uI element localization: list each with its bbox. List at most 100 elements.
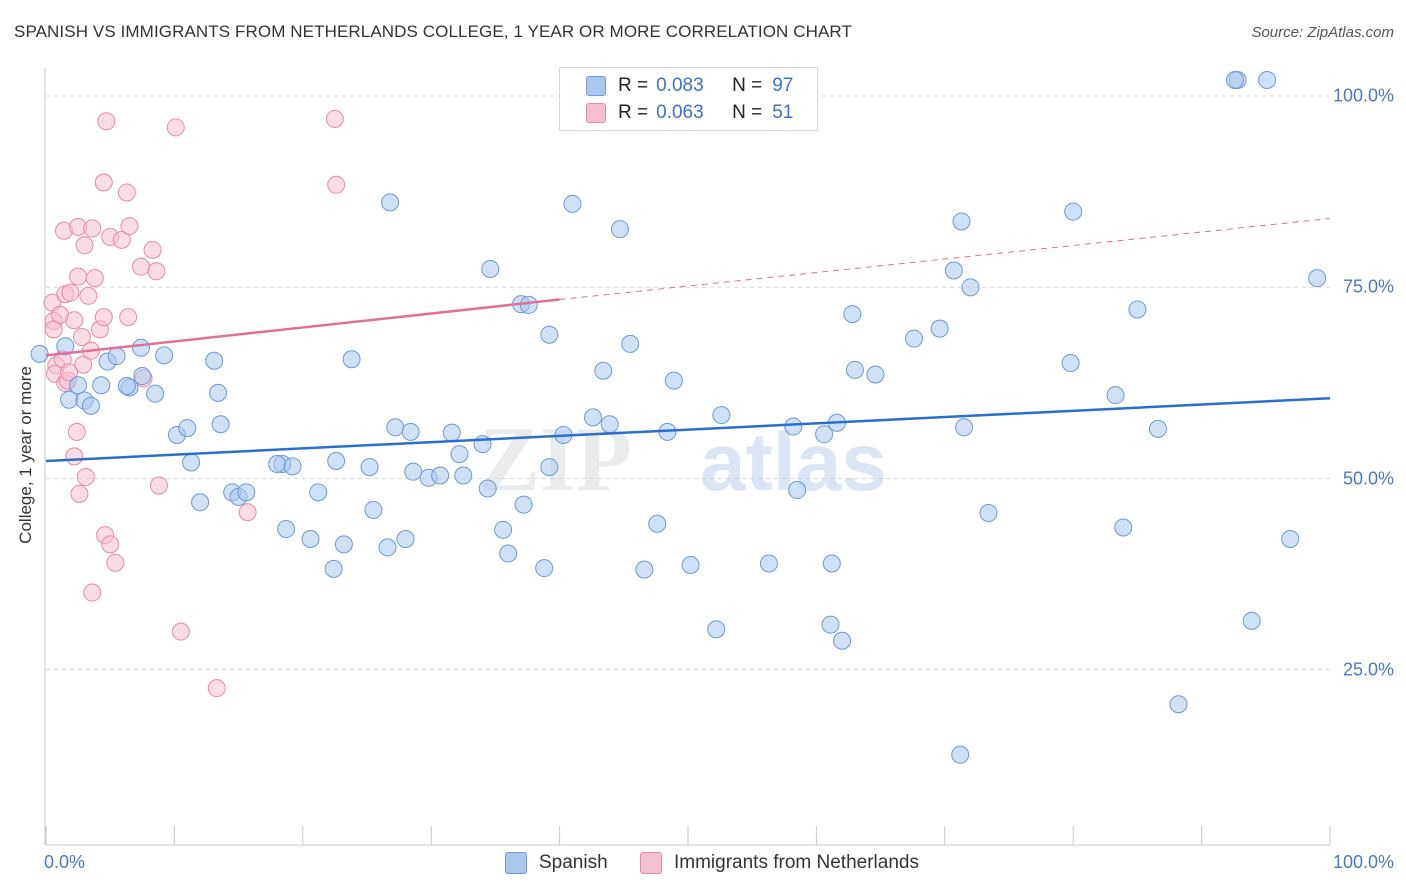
data-point-spanish bbox=[283, 457, 302, 476]
data-point-spanish bbox=[327, 451, 346, 470]
y-tick-label: 75.0% bbox=[1342, 276, 1394, 297]
data-point-spanish bbox=[396, 530, 415, 548]
legend-item-spanish[interactable]: Spanish bbox=[505, 852, 608, 874]
data-point-netherlands bbox=[65, 447, 84, 466]
data-point-spanish bbox=[211, 415, 230, 434]
data-point-spanish bbox=[952, 212, 971, 231]
data-point-spanish bbox=[155, 346, 174, 365]
data-point-spanish bbox=[930, 319, 949, 338]
chart-source: Source: ZipAtlas.com bbox=[1251, 24, 1394, 41]
data-point-spanish bbox=[69, 376, 88, 395]
data-point-spanish bbox=[944, 261, 963, 280]
data-point-spanish bbox=[648, 514, 667, 533]
data-point-netherlands bbox=[112, 230, 131, 249]
data-point-spanish bbox=[1148, 419, 1167, 438]
data-point-netherlands bbox=[76, 468, 95, 487]
data-point-spanish bbox=[833, 631, 852, 650]
trend-line-spanish bbox=[45, 396, 1331, 463]
grid-lines bbox=[46, 95, 1330, 671]
data-point-netherlands bbox=[132, 257, 151, 276]
data-point-spanish bbox=[1308, 269, 1327, 288]
legend-stats: R = 0.083 N = 97 R = 0.063 N = 51 bbox=[559, 67, 818, 131]
data-point-spanish bbox=[1169, 695, 1188, 714]
data-point-spanish bbox=[540, 458, 559, 477]
data-point-netherlands bbox=[65, 311, 84, 330]
y-tick-label: 25.0% bbox=[1342, 659, 1394, 680]
data-point-netherlands bbox=[149, 476, 168, 495]
legend-label-netherlands: Immigrants from Netherlands bbox=[674, 852, 919, 873]
data-point-spanish bbox=[301, 530, 320, 548]
legend-row-spanish: R = 0.083 N = 97 bbox=[586, 74, 793, 98]
legend-item-netherlands[interactable]: Immigrants from Netherlands bbox=[640, 852, 919, 874]
data-point-netherlands bbox=[106, 553, 125, 572]
axes bbox=[44, 68, 1331, 846]
data-point-netherlands bbox=[120, 217, 139, 236]
data-point-spanish bbox=[499, 544, 518, 563]
data-point-spanish bbox=[1064, 202, 1083, 221]
y-tick-label: 100.0% bbox=[1332, 85, 1394, 106]
data-point-netherlands bbox=[85, 269, 104, 288]
data-point-spanish bbox=[610, 220, 629, 239]
data-point-netherlands bbox=[83, 583, 102, 602]
data-point-spanish bbox=[712, 406, 731, 425]
data-point-netherlands bbox=[61, 283, 80, 302]
data-point-spanish bbox=[209, 383, 228, 402]
data-point-spanish bbox=[30, 344, 49, 363]
data-point-spanish bbox=[454, 466, 473, 485]
data-point-netherlands bbox=[97, 112, 116, 131]
chart-title: SPANISH VS IMMIGRANTS FROM NETHERLANDS C… bbox=[14, 22, 852, 41]
legend-label-spanish: Spanish bbox=[539, 852, 608, 873]
trend-lines bbox=[45, 217, 1331, 463]
data-point-spanish bbox=[60, 390, 79, 409]
data-point-spanish bbox=[268, 455, 287, 474]
legend-n-label: N = bbox=[732, 102, 763, 123]
legend-swatch-netherlands bbox=[640, 852, 662, 874]
data-point-spanish bbox=[132, 338, 151, 357]
data-point-spanish bbox=[1128, 300, 1147, 319]
data-point-spanish bbox=[707, 620, 726, 639]
data-point-netherlands bbox=[75, 236, 94, 255]
data-point-spanish bbox=[1114, 518, 1133, 537]
data-point-spanish bbox=[107, 347, 126, 366]
data-point-spanish bbox=[845, 360, 864, 379]
legend-r-value: 0.063 bbox=[656, 102, 704, 123]
y-tick-label: 50.0% bbox=[1342, 468, 1394, 488]
data-point-netherlands bbox=[147, 262, 166, 281]
data-point-spanish bbox=[178, 419, 197, 438]
data-point-spanish bbox=[478, 479, 497, 498]
data-point-netherlands bbox=[94, 173, 113, 192]
data-point-netherlands bbox=[238, 503, 257, 522]
data-point-netherlands bbox=[171, 622, 190, 641]
data-point-spanish bbox=[540, 325, 559, 344]
data-point-spanish bbox=[821, 615, 840, 634]
data-point-spanish bbox=[334, 535, 353, 554]
data-point-spanish bbox=[681, 556, 700, 575]
data-point-netherlands bbox=[72, 328, 91, 347]
data-point-spanish bbox=[961, 278, 980, 297]
data-point-spanish bbox=[309, 483, 328, 502]
data-point-spanish bbox=[1061, 354, 1080, 373]
data-point-spanish bbox=[1258, 71, 1277, 89]
data-point-spanish bbox=[404, 462, 423, 481]
data-point-spanish bbox=[431, 466, 450, 485]
legend-series: Spanish Immigrants from Netherlands bbox=[0, 852, 1406, 878]
trend-line-netherlands bbox=[45, 298, 560, 357]
data-point-spanish bbox=[442, 423, 461, 442]
data-point-spanish bbox=[904, 329, 923, 348]
data-point-spanish bbox=[951, 745, 970, 764]
data-point-spanish bbox=[815, 425, 834, 444]
data-point-spanish bbox=[92, 376, 111, 395]
data-point-spanish bbox=[1225, 71, 1244, 89]
data-point-spanish bbox=[759, 554, 778, 573]
legend-r-label: R = bbox=[618, 102, 649, 123]
data-point-netherlands bbox=[79, 286, 98, 305]
data-point-spanish bbox=[277, 520, 296, 539]
legend-r-label: R = bbox=[618, 75, 649, 96]
data-point-netherlands bbox=[117, 183, 136, 202]
data-point-spanish bbox=[342, 350, 361, 369]
data-point-spanish bbox=[401, 422, 420, 441]
data-point-netherlands bbox=[60, 363, 79, 382]
x-tick-label-min: 0.0% bbox=[44, 852, 86, 872]
data-point-spanish bbox=[1281, 530, 1300, 548]
data-point-spanish bbox=[81, 396, 100, 415]
